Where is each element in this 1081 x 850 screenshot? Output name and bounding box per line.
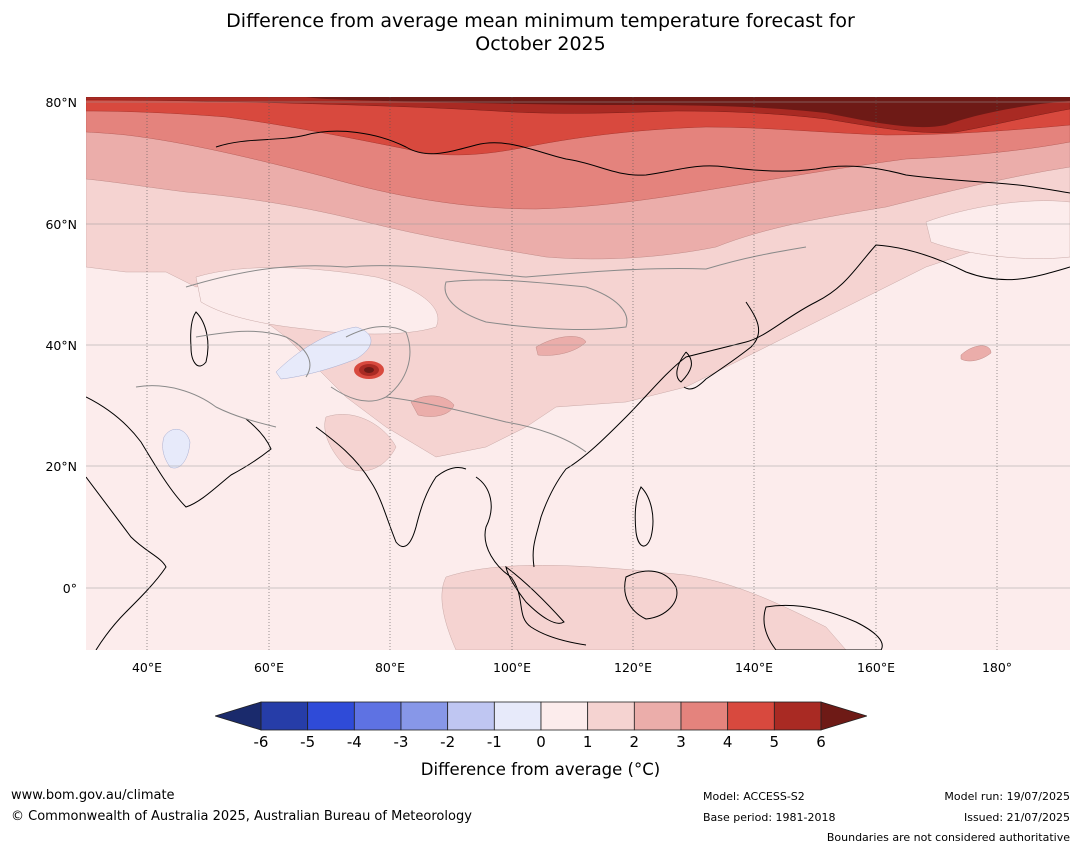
- colorbar-label: Difference from average (°C): [420, 760, 661, 779]
- lon-label-40e: 40°E: [131, 660, 163, 675]
- graticule-parallels: [86, 101, 1070, 589]
- colorbar-cell: [587, 701, 635, 731]
- colorbar-cell: [540, 701, 589, 731]
- title-line-1: Difference from average mean minimum tem…: [226, 10, 855, 32]
- lon-label-140e: 140°E: [734, 660, 774, 675]
- lat-label-20n: 20°N: [45, 459, 77, 474]
- colorbar-tick-label: -4: [346, 733, 362, 751]
- lat-label-80n: 80°N: [45, 95, 77, 110]
- colorbar-tick-label: -6: [253, 733, 269, 751]
- colorbar-tick-label: 0: [536, 733, 546, 751]
- colorbar-tick-label: 5: [769, 733, 780, 751]
- model-text: Model: ACCESS-S2: [703, 790, 805, 803]
- coastline-japan: [683, 301, 760, 390]
- temperature-anomaly-map: [86, 97, 1070, 650]
- border-central-asia: [195, 330, 311, 378]
- lon-label-160e: 160°E: [856, 660, 896, 675]
- anomaly-region-1-2-tropics: [441, 565, 847, 650]
- colorbar-cell: [353, 701, 402, 731]
- border-russia-south: [185, 246, 807, 288]
- lon-label-100e: 100°E: [492, 660, 532, 675]
- issued-text: Issued: 21/07/2025: [963, 811, 1070, 824]
- colorbar-tick-label: 2: [629, 733, 640, 751]
- colorbar-tick-label: -5: [300, 733, 316, 751]
- coastline-sumatra: [505, 565, 565, 624]
- anomaly-region-0-1-central: [195, 267, 439, 335]
- coastline-india: [315, 426, 467, 547]
- colorbar-extend-low: [215, 701, 262, 731]
- anomaly-region-2-3-china: [535, 336, 587, 356]
- coastline-philippines: [634, 486, 654, 547]
- coastline-korea: [676, 351, 692, 383]
- lat-label-40n: 40°N: [45, 338, 77, 353]
- colorbar-cell: [773, 701, 822, 731]
- country-borders: [135, 246, 807, 453]
- colorbar-tick-label: -1: [486, 733, 502, 751]
- border-china-west: [330, 326, 411, 402]
- model-run-text: Model run: 19/07/2025: [944, 790, 1070, 803]
- colorbar-cell: [400, 701, 449, 731]
- lon-label-180: 180°: [981, 660, 1013, 675]
- lon-label-120e: 120°E: [613, 660, 653, 675]
- lon-label-60e: 60°E: [253, 660, 285, 675]
- colorbar-tick-label: 4: [722, 733, 733, 751]
- anomaly-region-2-3-tibet: [410, 395, 455, 417]
- title-line-2: October 2025: [475, 33, 606, 55]
- colorbar-tick-label: -2: [440, 733, 456, 751]
- colorbar-cell: [447, 701, 495, 731]
- anomaly-region-above-6: [306, 97, 1070, 128]
- coastline-arabia: [86, 396, 272, 508]
- colorbar-tick-label: 6: [816, 733, 826, 751]
- colorbar: [215, 701, 867, 731]
- colorbar-tick-label: 3: [676, 733, 686, 751]
- coastline-southeast-asia: [475, 476, 587, 646]
- colorbar-cell: [307, 701, 355, 731]
- coastline-east-asia: [532, 244, 1070, 568]
- lat-label-60n: 60°N: [45, 217, 77, 232]
- base-period-text: Base period: 1981-2018: [703, 811, 836, 824]
- coastline-borneo: [624, 570, 678, 620]
- map-title: Difference from average mean minimum tem…: [0, 10, 1081, 56]
- anomaly-region-2-3-pacific: [960, 345, 992, 362]
- colorbar-tick-label: -3: [393, 733, 409, 751]
- copyright-text: © Commonwealth of Australia 2025, Austra…: [11, 809, 472, 824]
- colorbar-cell: [727, 701, 775, 731]
- colorbar-cells: [260, 701, 822, 731]
- coastline-caspian: [190, 311, 209, 367]
- coastlines: [86, 130, 1070, 650]
- anomaly-region-minus-1-0-central: [275, 326, 372, 380]
- lat-label-0: 0°: [62, 581, 77, 596]
- coastline-arctic: [215, 130, 1070, 194]
- colorbar-cell: [493, 701, 542, 731]
- anomaly-region-minus-1-0-arabia: [162, 429, 191, 469]
- website-link[interactable]: www.bom.gov.au/climate: [11, 788, 175, 803]
- hotspot-core: [364, 367, 374, 373]
- colorbar-tick-label: 1: [582, 733, 593, 751]
- border-middle-east: [135, 385, 277, 428]
- lon-label-80e: 80°E: [374, 660, 406, 675]
- anomaly-region-1-2-india: [324, 414, 397, 472]
- border-china-south: [385, 396, 587, 453]
- disclaimer-text: Boundaries are not considered authoritat…: [826, 831, 1070, 844]
- anomaly-region-0-1-east: [925, 200, 1070, 259]
- colorbar-extend-high: [820, 701, 867, 731]
- coastline-africa: [86, 476, 167, 650]
- colorbar-cell: [680, 701, 729, 731]
- colorbar-cell: [633, 701, 682, 731]
- graticule-meridians: [146, 97, 998, 650]
- colorbar-cell: [260, 701, 309, 731]
- border-mongolia: [444, 279, 628, 330]
